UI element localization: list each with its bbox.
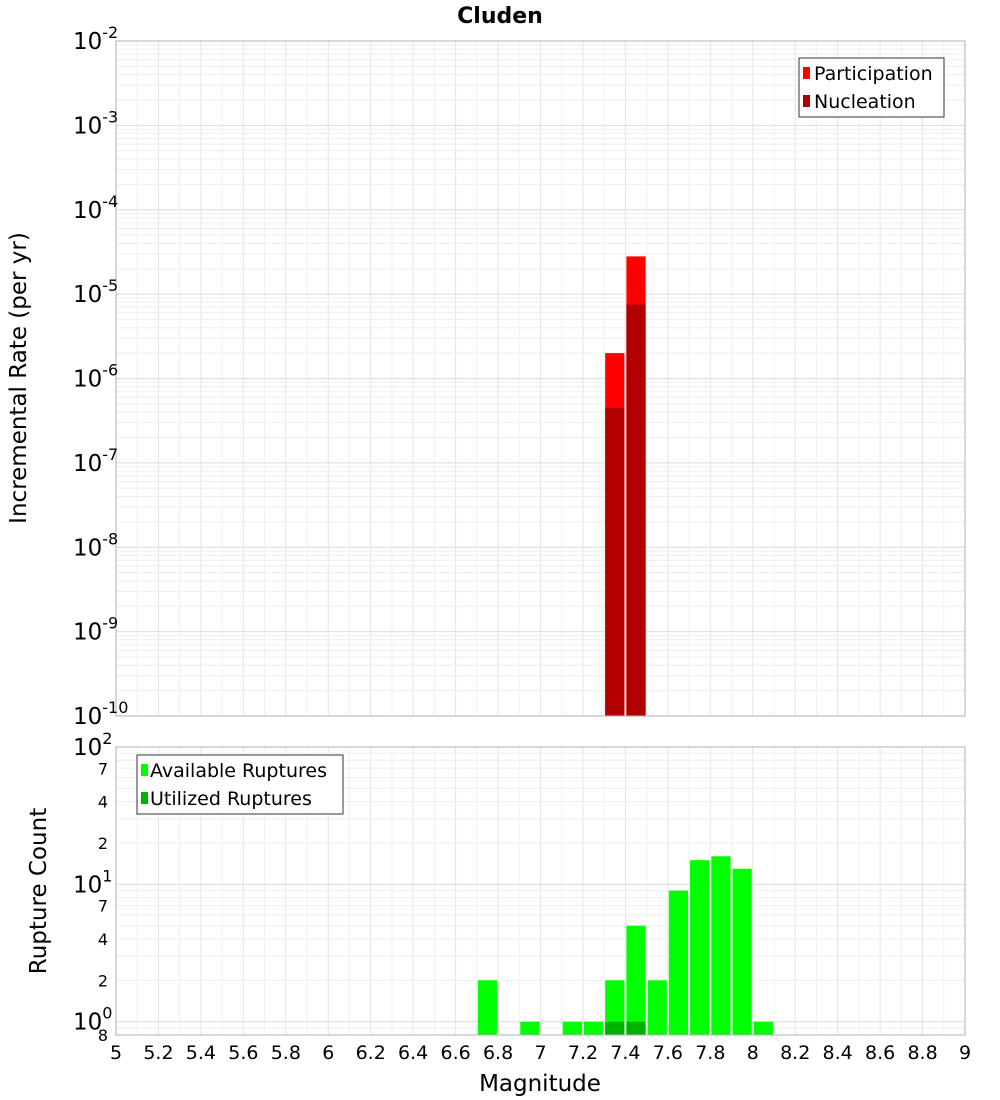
top-plot-bars — [605, 256, 646, 716]
y-tick-label: 10-5 — [73, 276, 118, 308]
bar-nucleation — [605, 407, 625, 716]
bar-available-ruptures — [753, 1021, 773, 1035]
bottom-y-axis-label: Rupture Count — [26, 808, 52, 974]
bar-utilized-ruptures — [626, 1021, 646, 1035]
bar-available-ruptures — [647, 980, 667, 1035]
y-tick-label: 10-10 — [73, 698, 128, 730]
bar-available-ruptures — [583, 1021, 604, 1035]
legend-swatch-available — [141, 764, 148, 776]
bar-available-ruptures — [626, 925, 646, 1035]
y-tick-label: 10-3 — [73, 107, 118, 139]
x-tick-label: 5.8 — [271, 1042, 301, 1064]
top-legend: Participation Nucleation — [798, 57, 945, 118]
y-tick-label: 10-2 — [73, 23, 118, 55]
y-tick-minor-label: 7 — [98, 759, 108, 778]
x-tick-label: 6.2 — [356, 1042, 386, 1064]
x-tick-label: 6.8 — [483, 1042, 513, 1064]
x-tick-label: 8 — [747, 1042, 759, 1064]
bar-nucleation — [626, 304, 646, 716]
x-tick-label: 9 — [959, 1042, 971, 1064]
top-legend-box — [798, 57, 945, 118]
y-tick-label: 100 — [73, 1004, 112, 1036]
x-tick-label: 5.6 — [228, 1042, 258, 1064]
legend-label-participation: Participation — [814, 63, 933, 85]
chart-title: Cluden — [457, 4, 543, 29]
x-tick-label: 7 — [534, 1042, 546, 1064]
top-y-ticks: 10-2 10-3 10-4 10-5 10-6 10-7 10-8 10-9 10-10 — [73, 23, 128, 730]
x-tick-label: 5.4 — [186, 1042, 216, 1064]
top-plot-area — [115, 40, 966, 717]
x-tick-label: 7.4 — [610, 1042, 640, 1064]
y-tick-minor-label: 8 — [98, 1026, 108, 1045]
bar-available-ruptures — [732, 868, 752, 1035]
bottom-y-ticks: 102 101 100 7 4 2 7 4 2 8 — [73, 729, 112, 1045]
y-tick-minor-label: 7 — [98, 897, 108, 916]
x-tick-label: 8.8 — [907, 1042, 937, 1064]
top-y-axis-label: Incremental Rate (per yr) — [6, 232, 32, 524]
y-tick-minor-label: 2 — [98, 971, 108, 990]
legend-swatch-utilized — [141, 792, 148, 804]
y-tick-label: 102 — [73, 729, 112, 761]
y-tick-label: 10-7 — [73, 445, 118, 477]
bar-available-ruptures — [690, 860, 710, 1035]
x-ticks: 5 5.2 5.4 5.6 5.8 6 6.2 6.4 6.6 6.8 7 7.2 7.4 7.6 7.8 8… — [110, 1042, 971, 1064]
bottom-legend: Available Ruptures Utilized Ruptures — [136, 754, 344, 815]
legend-label-nucleation: Nucleation — [814, 91, 916, 113]
bar-available-ruptures — [711, 856, 731, 1035]
x-tick-label: 5 — [110, 1042, 122, 1064]
bar-available-ruptures — [477, 980, 498, 1035]
x-tick-label: 5.2 — [143, 1042, 173, 1064]
legend-label-available: Available Ruptures — [150, 760, 327, 782]
bar-available-ruptures — [562, 1021, 582, 1035]
x-tick-label: 8.6 — [865, 1042, 895, 1064]
bottom-plot-bars — [477, 856, 773, 1035]
y-tick-label: 10-8 — [73, 529, 118, 561]
x-tick-label: 7.2 — [568, 1042, 598, 1064]
x-tick-label: 7.8 — [695, 1042, 725, 1064]
x-tick-label: 8.2 — [780, 1042, 810, 1064]
top-plot-gridlines — [115, 41, 966, 717]
y-tick-label: 10-6 — [73, 361, 118, 393]
y-tick-minor-label: 4 — [98, 930, 108, 949]
y-tick-minor-label: 4 — [98, 793, 108, 812]
x-tick-label: 6.6 — [440, 1042, 470, 1064]
legend-label-utilized: Utilized Ruptures — [150, 788, 312, 810]
x-tick-label: 8.4 — [823, 1042, 853, 1064]
y-tick-minor-label: 2 — [98, 834, 108, 853]
x-tick-label: 6.4 — [398, 1042, 428, 1064]
y-tick-label: 10-4 — [73, 192, 118, 224]
bottom-plot-area — [115, 746, 966, 1036]
y-tick-label: 10-9 — [73, 614, 118, 646]
x-axis-label: Magnitude — [479, 1071, 601, 1097]
bar-utilized-ruptures — [605, 1021, 625, 1035]
x-tick-label: 6 — [322, 1042, 334, 1064]
legend-swatch-participation — [803, 67, 810, 79]
bottom-legend-box — [136, 754, 344, 815]
bar-available-ruptures — [520, 1021, 540, 1035]
bar-available-ruptures — [605, 980, 625, 1035]
legend-swatch-nucleation — [803, 95, 810, 107]
bar-available-ruptures — [668, 890, 689, 1035]
x-tick-label: 7.6 — [653, 1042, 683, 1064]
y-tick-label: 101 — [73, 866, 112, 898]
